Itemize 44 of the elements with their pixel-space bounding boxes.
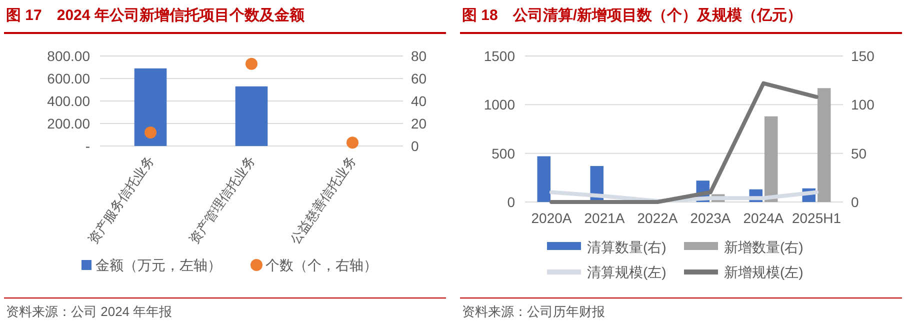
y2-tick-label: 40 bbox=[411, 93, 427, 109]
y-tick-label: 200.00 bbox=[47, 116, 90, 132]
y2-tick-label: 150 bbox=[851, 48, 875, 64]
x-tick-label: 2025H1 bbox=[792, 210, 842, 226]
y2-tick-label: 80 bbox=[411, 48, 427, 64]
chart-title: 图 18 公司清算/新增项目数（个）及规模（亿元） bbox=[462, 6, 802, 24]
text: 资料来源：公司 2024 年年报 bbox=[6, 304, 172, 319]
x-tick-label: 资产服务信托业务 bbox=[85, 153, 157, 247]
y2-tick-label: 60 bbox=[411, 70, 427, 86]
y-tick-label: 0 bbox=[507, 194, 516, 210]
legend-label: 个数（个，右轴） bbox=[266, 257, 378, 273]
y-tick-label: - bbox=[85, 138, 90, 154]
point bbox=[246, 58, 258, 70]
y2-tick-label: 0 bbox=[851, 194, 859, 210]
y-tick-label: 800.00 bbox=[47, 48, 90, 64]
chart-title: 图 17 2024 年公司新增信托项目个数及金额 bbox=[6, 6, 306, 24]
x-tick-label: 2020A bbox=[531, 210, 572, 226]
y2-tick-label: 100 bbox=[851, 96, 875, 113]
y2-tick-label: 0 bbox=[411, 138, 419, 154]
y2-tick-label: 20 bbox=[411, 116, 427, 132]
line-series bbox=[550, 81, 818, 204]
x-tick-label: 公益慈善信托业务 bbox=[287, 153, 359, 247]
y-tick-label: 600.00 bbox=[47, 70, 90, 86]
point bbox=[144, 126, 156, 138]
y-tick-label: 1500 bbox=[484, 48, 516, 64]
y-tick-label: 500 bbox=[492, 145, 516, 162]
x-tick-label: 资产管理信托业务 bbox=[186, 153, 258, 247]
x-tick-label: 2021A bbox=[584, 210, 626, 226]
legend-label: 清算规模(左) bbox=[587, 264, 666, 280]
x-tick-label: 2024A bbox=[743, 210, 784, 226]
legend-label: 金额（万元，左轴） bbox=[96, 257, 222, 273]
bar bbox=[764, 116, 778, 202]
legend-label: 新增数量(右) bbox=[724, 239, 804, 255]
y2-tick-label: 50 bbox=[851, 145, 867, 162]
bar bbox=[818, 88, 831, 202]
legend-label: 清算数量(右) bbox=[587, 239, 666, 255]
bar bbox=[537, 156, 550, 202]
y-tick-label: 400.00 bbox=[47, 93, 90, 109]
legend-label: 新增规模(左) bbox=[724, 264, 804, 280]
y-tick-label: 1000 bbox=[484, 96, 516, 113]
x-tick-label: 2023A bbox=[690, 210, 732, 226]
x-tick-label: 2022A bbox=[637, 210, 678, 226]
text: 资料来源：公司历年财报 bbox=[462, 304, 605, 319]
point bbox=[346, 136, 358, 149]
